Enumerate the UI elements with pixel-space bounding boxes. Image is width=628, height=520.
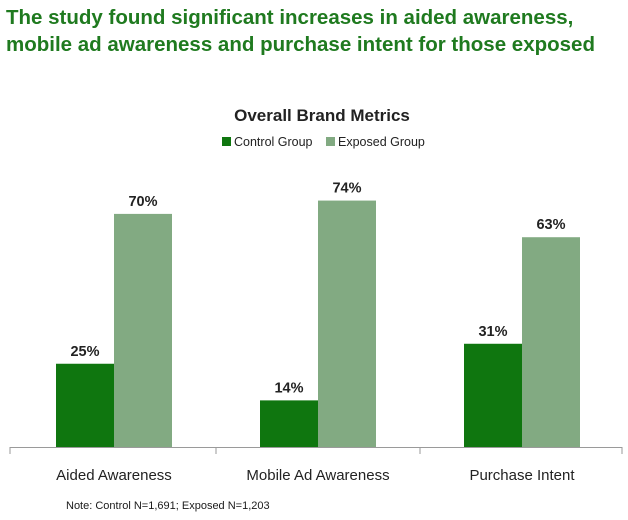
category-label-2: Purchase Intent [469, 467, 575, 484]
bars [56, 200, 580, 447]
bar-control-2 [464, 343, 522, 447]
legend: Control Group Exposed Group [222, 135, 425, 149]
category-label-1: Mobile Ad Awareness [246, 467, 389, 484]
bar-control-0 [56, 363, 114, 447]
legend-label-exposed: Exposed Group [338, 135, 425, 149]
value-label-control-1: 14% [274, 380, 303, 396]
legend-swatch-exposed [326, 137, 335, 146]
bar-exposed-1 [318, 200, 376, 447]
value-label-control-2: 31% [478, 324, 507, 340]
headline-line-2: mobile ad awareness and purchase intent … [6, 33, 595, 56]
legend-label-control: Control Group [234, 135, 313, 149]
value-label-control-0: 25% [70, 344, 99, 360]
category-label-0: Aided Awareness [56, 467, 172, 484]
value-label-exposed-1: 74% [332, 181, 361, 197]
chart-title: Overall Brand Metrics [234, 106, 410, 125]
headline-line-1: The study found significant increases in… [6, 6, 574, 29]
headline: The study found significant increases in… [6, 4, 622, 58]
bar-exposed-0 [114, 213, 172, 447]
bar-control-1 [260, 400, 318, 447]
footnote: Note: Control N=1,691; Exposed N=1,203 [66, 500, 270, 512]
x-axis [9, 447, 623, 454]
bar-exposed-2 [522, 237, 580, 447]
value-labels: 25% 70% 14% 74% 31% 63% [70, 181, 565, 397]
legend-swatch-control [222, 137, 231, 146]
value-label-exposed-0: 70% [128, 194, 157, 210]
category-labels: Aided Awareness Mobile Ad Awareness Purcha… [56, 467, 575, 484]
value-label-exposed-2: 63% [536, 217, 565, 233]
